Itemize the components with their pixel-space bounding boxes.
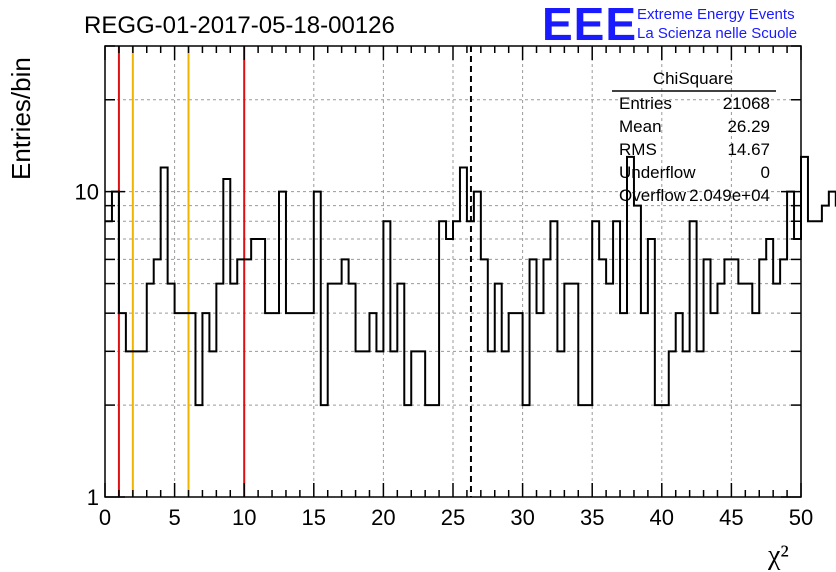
y-tick-label: 1 bbox=[87, 485, 99, 510]
stats-box: ChiSquare Entries 21068 Mean 26.29 RMS 14.67 U… bbox=[612, 69, 776, 205]
stats-rows: Entries 21068 Mean 26.29 RMS 14.67 Underflow 0 O… bbox=[619, 94, 770, 205]
x-tick-label: 30 bbox=[510, 505, 534, 530]
x-tick-label: 0 bbox=[99, 505, 111, 530]
logo-line-1: Extreme Energy Events bbox=[637, 6, 795, 23]
stats-label: Underflow bbox=[619, 163, 696, 182]
histogram-series bbox=[105, 155, 836, 407]
logo-line-2: La Scienza nelle Scuole bbox=[637, 25, 797, 42]
x-tick-label: 15 bbox=[302, 505, 326, 530]
stats-label: RMS bbox=[619, 140, 657, 159]
stats-value: 0 bbox=[761, 163, 770, 182]
stats-value: 26.29 bbox=[727, 117, 770, 136]
x-tick-label: 45 bbox=[719, 505, 743, 530]
stats-label: Overflow bbox=[619, 186, 687, 205]
x-tick-label: 40 bbox=[650, 505, 674, 530]
eee-logo: EEE Extreme Energy Events La Scienza nel… bbox=[542, 0, 797, 50]
x-tick-label: 20 bbox=[371, 505, 395, 530]
chart-title: REGG-01-2017-05-18-00126 bbox=[84, 12, 395, 39]
x-tick-label: 35 bbox=[580, 505, 604, 530]
stats-label: Entries bbox=[619, 94, 672, 113]
marker-lines bbox=[117, 46, 472, 497]
x-tick-label: 50 bbox=[789, 505, 813, 530]
logo-mark: EEE bbox=[542, 0, 637, 50]
x-tick-label: 25 bbox=[441, 505, 465, 530]
stats-title: ChiSquare bbox=[653, 69, 733, 88]
stats-value: 2.049e+04 bbox=[689, 186, 770, 205]
x-tick-label: 5 bbox=[168, 505, 180, 530]
y-tick-label: 10 bbox=[75, 180, 99, 205]
y-axis-title: Entries/bin bbox=[6, 57, 36, 180]
tick-labels: 0 5 10 15 20 25 30 35 40 45 50 1 10 bbox=[75, 180, 814, 530]
axis-ticks bbox=[104, 45, 802, 498]
stats-label: Mean bbox=[619, 117, 662, 136]
x-tick-label: 10 bbox=[232, 505, 256, 530]
stats-value: 14.67 bbox=[727, 140, 770, 159]
stats-value: 21068 bbox=[723, 94, 770, 113]
x-axis-title: χ² bbox=[767, 540, 789, 571]
